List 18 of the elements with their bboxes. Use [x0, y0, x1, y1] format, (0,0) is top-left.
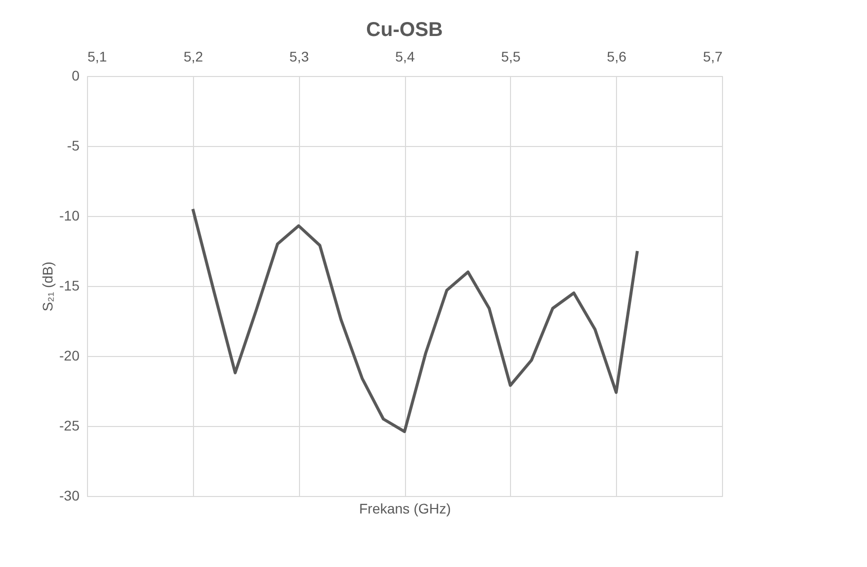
- x-tick-label: 5,1: [88, 48, 108, 64]
- x-tick-label: 5,3: [289, 48, 310, 64]
- y-tick-label: -20: [59, 348, 80, 364]
- y-tick-label: -10: [59, 208, 80, 224]
- chart-title: Cu-OSB: [366, 19, 443, 41]
- x-tick-label: 5,7: [703, 48, 723, 64]
- x-tick-label: 5,6: [606, 48, 627, 64]
- x-tick-label: 5,5: [501, 48, 521, 64]
- y-axis-title: S₂₁ (dB): [39, 262, 56, 312]
- y-tick-label: -5: [67, 138, 80, 154]
- y-tick-label: -30: [59, 488, 80, 504]
- y-tick-label: -15: [59, 278, 80, 294]
- x-tick-label: 5,4: [395, 48, 415, 64]
- x-axis-title: Frekans (GHz): [359, 500, 451, 516]
- y-tick-label: -25: [59, 418, 80, 434]
- x-tick-label: 5,2: [184, 48, 204, 64]
- y-tick-label: 0: [72, 68, 80, 84]
- line-series: [191, 208, 639, 434]
